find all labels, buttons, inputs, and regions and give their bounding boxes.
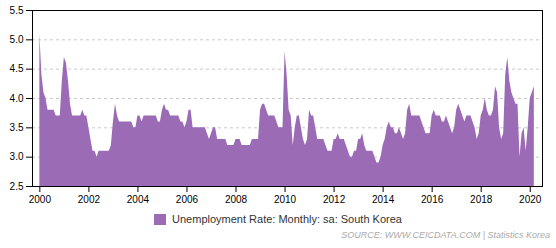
svg-text:4.0: 4.0 xyxy=(10,93,24,104)
html-text:SOURCE: WWW.CEICDATA.COM | Sta: SOURCE: WWW.CEICDATA.COM | Statistics Ko… xyxy=(341,230,550,240)
svg-text:2012: 2012 xyxy=(323,194,346,205)
svg-text:2014: 2014 xyxy=(372,194,395,205)
svg-text:2016: 2016 xyxy=(421,194,444,205)
svg-text:5.0: 5.0 xyxy=(10,34,24,45)
svg-text:2004: 2004 xyxy=(127,194,150,205)
html-text:Unemployment Rate: Monthly: sa: Unemployment Rate: Monthly: sa: South Ko… xyxy=(172,213,402,225)
svg-text:2002: 2002 xyxy=(78,194,101,205)
svg-text:5.5: 5.5 xyxy=(10,5,24,16)
svg-text:2008: 2008 xyxy=(225,194,248,205)
svg-text:2020: 2020 xyxy=(519,194,542,205)
svg-text:4.5: 4.5 xyxy=(10,63,24,74)
svg-text:2018: 2018 xyxy=(470,194,493,205)
svg-text:3.5: 3.5 xyxy=(10,122,24,133)
svg-text:2.5: 2.5 xyxy=(10,181,24,192)
svg-text:2010: 2010 xyxy=(274,194,297,205)
svg-text:2006: 2006 xyxy=(176,194,199,205)
svg-text:3.0: 3.0 xyxy=(10,151,24,162)
svg-text:2000: 2000 xyxy=(29,194,52,205)
